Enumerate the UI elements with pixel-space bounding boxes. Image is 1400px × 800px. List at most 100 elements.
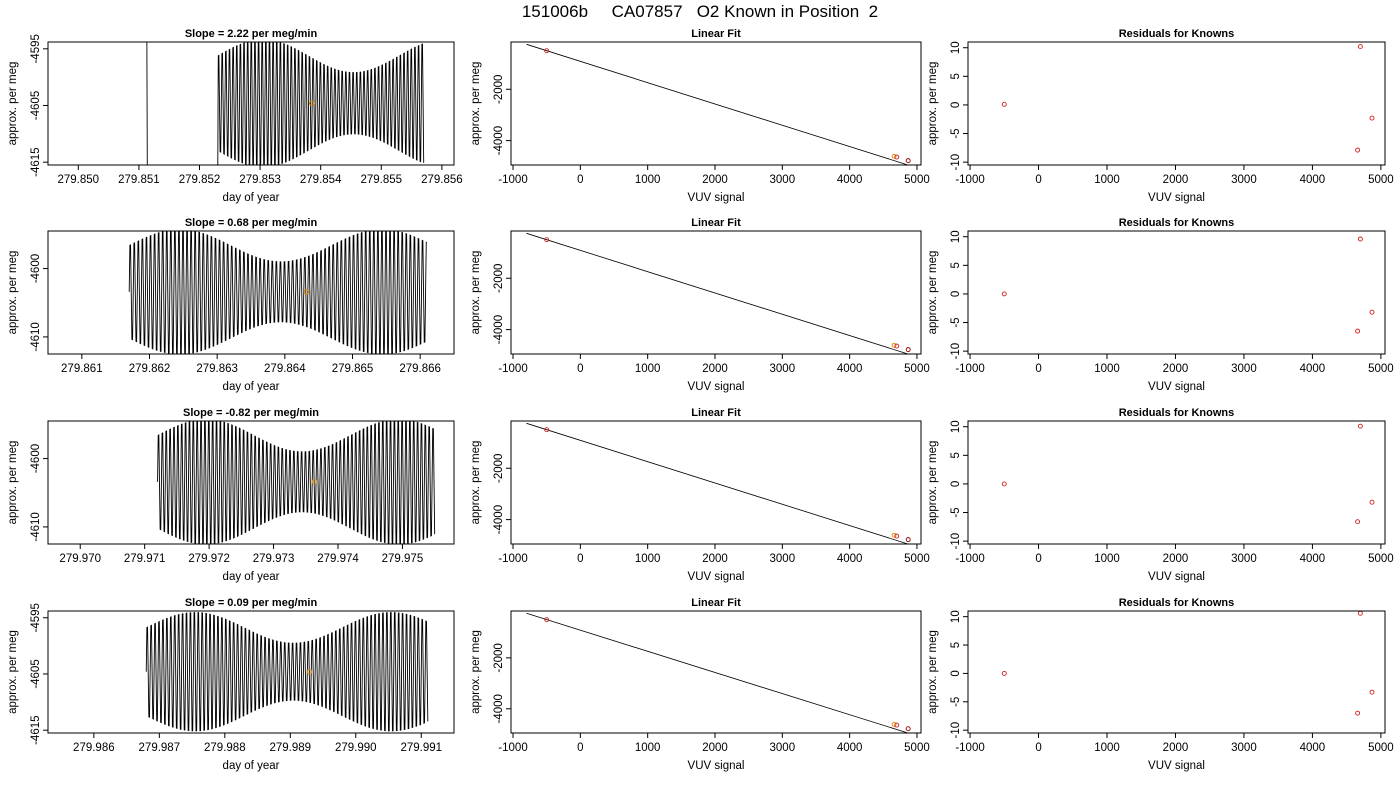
x-axis-label: VUV signal — [688, 192, 745, 204]
data-point — [1001, 101, 1007, 107]
x-tick-label: 0 — [577, 553, 583, 565]
x-axis-label: VUV signal — [688, 760, 745, 772]
x-tick-label: 279.974 — [317, 553, 359, 565]
panel-title: Residuals for Knowns — [1119, 217, 1235, 229]
x-tick-label: 279.855 — [360, 174, 402, 186]
chart-panel: Linear Fit -1000 0 1000 2000 3000 4000 5000 -200… — [470, 217, 930, 393]
plot-frame — [47, 230, 455, 355]
x-tick-label: 0 — [577, 363, 583, 375]
x-tick-label: 279.990 — [335, 742, 377, 754]
x-axis-label: day of year — [223, 381, 280, 393]
x-tick-label: 279.863 — [196, 363, 238, 375]
plot-area — [526, 612, 911, 733]
x-tick-label: -1000 — [498, 174, 527, 186]
y-tick-label: -5 — [950, 507, 962, 517]
data-point — [1001, 481, 1007, 487]
x-tick-label: 2000 — [1163, 174, 1189, 186]
data-point — [544, 237, 550, 243]
x-tick-label: 5000 — [1368, 553, 1394, 565]
y-tick-label: -5 — [950, 317, 962, 327]
y-axis-label: approx. per meg — [470, 62, 482, 146]
y-tick-label: 0 — [950, 670, 962, 676]
fit-line — [526, 422, 910, 544]
x-tick-label: -1000 — [955, 363, 984, 375]
mean-marker — [303, 289, 310, 295]
panel-title: Slope = 2.22 per meg/min — [185, 28, 318, 40]
y-axis-label: approx. per meg — [7, 251, 19, 335]
chart-panel: Linear Fit -1000 0 1000 2000 3000 4000 5000 -200… — [470, 407, 930, 583]
y-axis-label: approx. per meg — [7, 630, 19, 714]
x-tick-label: 279.861 — [61, 363, 103, 375]
data-point — [905, 537, 911, 543]
x-axis-label: VUV signal — [1148, 760, 1205, 772]
chart-panel: Residuals for Knowns -1000 0 1000 2000 3000 40… — [927, 217, 1394, 393]
x-axis-label: day of year — [223, 760, 280, 772]
plot-area — [526, 422, 911, 544]
data-point — [544, 617, 550, 623]
data-point — [891, 153, 897, 159]
plot-frame — [967, 420, 1386, 545]
x-tick-label: 5000 — [904, 553, 930, 565]
x-tick-label: 0 — [1035, 553, 1041, 565]
data-point — [1357, 44, 1363, 50]
y-axis-label: approx. per meg — [927, 62, 939, 146]
x-tick-label: 1000 — [635, 174, 661, 186]
data-point — [905, 726, 911, 732]
plot-area — [146, 42, 425, 165]
x-tick-label: -1000 — [498, 742, 527, 754]
y-axis-label: approx. per meg — [470, 441, 482, 525]
plot-frame — [510, 230, 922, 355]
x-tick-label: 279.864 — [264, 363, 306, 375]
x-tick-label: 5000 — [904, 363, 930, 375]
plot-area — [1001, 611, 1375, 716]
x-tick-label: 279.975 — [382, 553, 424, 565]
chart-panel: Residuals for Knowns -1000 0 1000 2000 3000 40… — [927, 597, 1394, 772]
mean-marker — [308, 100, 315, 106]
x-tick-label: -1000 — [955, 553, 984, 565]
chart-panel: Slope = 0.68 per meg/min 279.861 279.862 27… — [7, 217, 455, 393]
x-tick-label: 279.973 — [253, 553, 295, 565]
data-point — [894, 533, 900, 539]
x-tick-label: 0 — [577, 742, 583, 754]
y-tick-label: -4605 — [30, 91, 42, 120]
y-tick-label: -4600 — [30, 444, 42, 473]
x-tick-label: -1000 — [498, 553, 527, 565]
y-tick-label: -10 — [950, 343, 962, 360]
y-tick-label: -10 — [950, 533, 962, 550]
data-point — [891, 721, 897, 727]
plot-frame — [510, 610, 922, 734]
plot-frame — [47, 41, 455, 166]
x-tick-label: 3000 — [1231, 174, 1257, 186]
plot-area — [157, 421, 436, 544]
x-tick-label: 279.850 — [58, 174, 100, 186]
y-tick-label: -4615 — [30, 147, 42, 176]
chart-panel: Linear Fit -1000 0 1000 2000 3000 4000 5000 -200… — [470, 28, 930, 204]
y-axis-label: approx. per meg — [927, 441, 939, 525]
y-tick-label: -10 — [950, 154, 962, 171]
y-tick-label: -4610 — [30, 512, 42, 541]
panel-title: Linear Fit — [691, 597, 741, 609]
data-point — [905, 158, 911, 164]
y-tick-label: 10 — [950, 420, 962, 433]
x-tick-label: 1000 — [1094, 363, 1120, 375]
data-point — [1001, 670, 1007, 676]
x-tick-label: 3000 — [1231, 363, 1257, 375]
x-tick-label: 2000 — [702, 553, 728, 565]
x-tick-label: -1000 — [955, 742, 984, 754]
x-tick-label: -1000 — [498, 363, 527, 375]
x-tick-label: 279.986 — [73, 742, 115, 754]
y-tick-label: -4605 — [30, 659, 42, 688]
plot-frame — [967, 41, 1386, 166]
panel-title: Linear Fit — [691, 217, 741, 229]
x-tick-label: 1000 — [635, 553, 661, 565]
x-tick-label: 2000 — [702, 174, 728, 186]
x-tick-label: 5000 — [1368, 363, 1394, 375]
data-point — [1357, 423, 1363, 429]
x-tick-label: 5000 — [904, 174, 930, 186]
x-tick-label: 279.862 — [129, 363, 171, 375]
y-axis-label: approx. per meg — [7, 441, 19, 525]
chart-panel: Linear Fit -1000 0 1000 2000 3000 4000 5000 -200… — [470, 597, 930, 772]
panel-title: Residuals for Knowns — [1119, 597, 1235, 609]
plot-area — [1001, 423, 1375, 525]
chart-panel: Residuals for Knowns -1000 0 1000 2000 3000 40… — [927, 407, 1394, 583]
